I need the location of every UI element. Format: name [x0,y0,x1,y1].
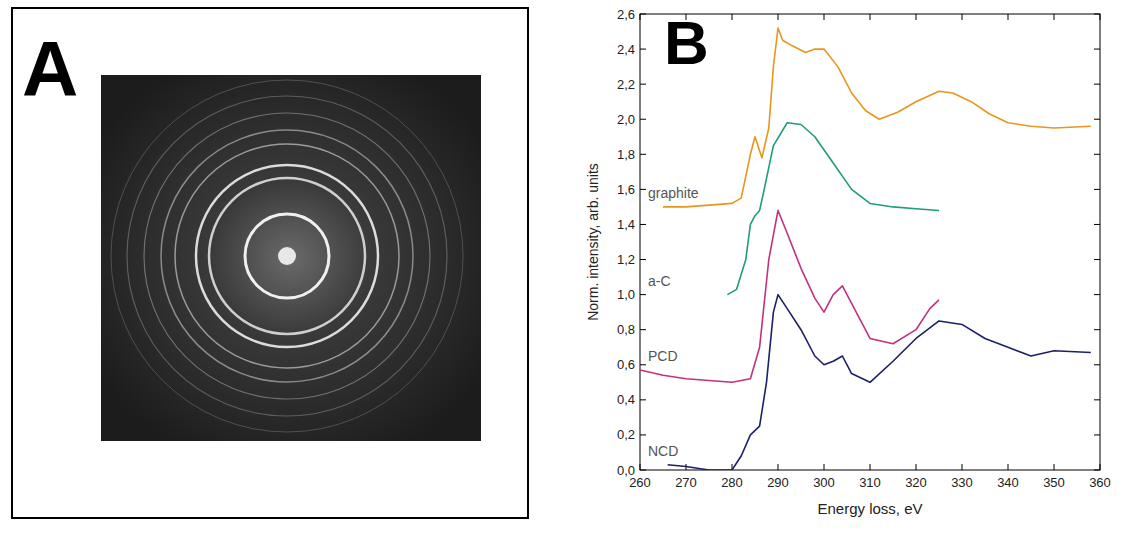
y-tick [1094,84,1100,85]
diffraction-ring [196,165,378,347]
diffraction-ring [161,130,413,382]
x-tick-label: 360 [1089,475,1111,490]
y-tick [1094,434,1100,435]
panel-letter: B [664,8,709,77]
x-tick-label: 350 [1043,475,1065,490]
y-tick [640,364,646,365]
x-tick-label: 320 [905,475,927,490]
y-tick-label: 2,0 [617,112,635,127]
y-tick [1094,399,1100,400]
y-tick-label: 0,2 [617,427,635,442]
x-tick [732,14,733,20]
x-axis-title: Energy loss, eV [817,500,922,517]
x-tick [1008,464,1009,470]
y-tick-label: 2,6 [617,7,635,22]
x-tick-label: 310 [859,475,881,490]
y-tick [640,49,646,50]
y-tick [1094,189,1100,190]
y-tick [640,294,646,295]
y-tick [640,189,646,190]
y-tick-label: 2,2 [617,77,635,92]
y-tick [1094,154,1100,155]
x-tick-label: 280 [721,475,743,490]
y-tick [640,119,646,120]
series-label: NCD [648,443,678,459]
x-tick [640,14,641,20]
x-tick [824,14,825,20]
y-tick-label: 1,2 [617,252,635,267]
y-tick [640,259,646,260]
y-tick-label: 1,6 [617,182,635,197]
y-tick [640,14,646,15]
panel-b: 2602702802903003103203303403503600,00,20… [585,7,1111,518]
x-tick-label: 290 [767,475,789,490]
diffraction-ring [111,80,463,432]
plot-frame [640,14,1100,470]
y-axis-title: Norm. intensity, arb. units [585,163,601,321]
y-tick-label: 0,6 [617,357,635,372]
panel-letter: A [22,25,78,113]
central-spot [278,247,296,265]
x-tick [870,464,871,470]
y-tick [1094,14,1100,15]
x-tick-label: 300 [813,475,835,490]
plot-lines [640,28,1091,470]
x-tick-label: 330 [951,475,973,490]
y-tick [640,329,646,330]
spectrum-line [668,295,1091,470]
x-tick [824,464,825,470]
y-tick [1094,294,1100,295]
x-tick [1008,14,1009,20]
diffraction-ring [175,144,399,368]
y-tick [1094,224,1100,225]
y-tick [640,399,646,400]
x-tick [1054,14,1055,20]
y-tick [640,434,646,435]
series-label: PCD [648,348,678,364]
diffraction-ring [144,113,430,399]
spectrum-line [727,123,939,295]
y-tick-label: 0,8 [617,322,635,337]
series-label: graphite [648,185,699,201]
x-tick [962,14,963,20]
y-tick-label: 2,4 [617,42,635,57]
series-label: a-C [648,273,671,289]
y-tick [1094,470,1100,471]
x-tick [640,464,641,470]
y-tick [1094,364,1100,365]
y-tick-label: 1,8 [617,147,635,162]
y-tick [1094,329,1100,330]
x-tick-label: 340 [997,475,1019,490]
y-tick-label: 0,0 [617,463,635,478]
x-tick [1054,464,1055,470]
x-tick [870,14,871,20]
diffraction-image [101,75,481,441]
x-tick [1100,14,1101,20]
y-tick [640,154,646,155]
y-tick-label: 1,0 [617,287,635,302]
x-tick [778,464,779,470]
y-tick [1094,119,1100,120]
diffraction-ring [209,178,365,334]
x-tick [916,464,917,470]
x-tick [962,464,963,470]
figure: A2602702802903003103203303403503600,00,2… [0,0,1126,553]
x-tick [778,14,779,20]
diffraction-ring [245,214,329,298]
y-tick-label: 1,4 [617,217,635,232]
x-tick-label: 270 [675,475,697,490]
panel-a: A [12,8,528,518]
y-tick [1094,259,1100,260]
y-tick [640,84,646,85]
panel-frame [12,8,528,518]
spectrum-line [640,210,939,382]
y-tick [1094,49,1100,50]
y-tick [640,470,646,471]
spectrum-line [663,28,1091,207]
y-tick [640,224,646,225]
diffraction-ring [127,96,447,416]
x-tick [1100,464,1101,470]
x-tick [916,14,917,20]
y-tick-label: 0,4 [617,392,635,407]
